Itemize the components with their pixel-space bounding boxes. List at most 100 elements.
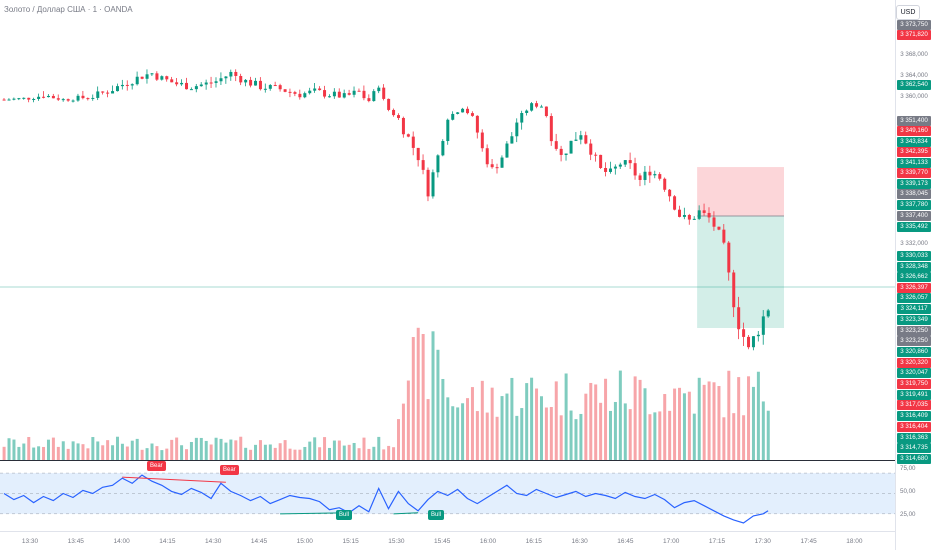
- rsi-axis-label: 50,00: [900, 488, 916, 495]
- candle-body: [426, 169, 430, 197]
- candle-body: [470, 113, 474, 116]
- candle-body: [446, 119, 450, 142]
- time-axis-label: 16:15: [525, 538, 542, 545]
- candle-body: [608, 168, 612, 172]
- candle-body: [337, 91, 341, 98]
- volume-bar: [510, 377, 514, 460]
- candle-body: [520, 112, 524, 123]
- candle-body: [530, 103, 534, 111]
- candle-body: [692, 218, 696, 220]
- candle-body: [101, 91, 105, 93]
- time-axis-label: 17:45: [800, 538, 817, 545]
- candle-body: [135, 76, 139, 85]
- volume-bar: [273, 447, 277, 460]
- volume-bar: [219, 438, 223, 460]
- volume-bar: [298, 449, 302, 460]
- time-axis-label: 16:30: [571, 538, 588, 545]
- volume-bar: [732, 413, 736, 460]
- price-tag: 3 338,045: [897, 189, 931, 199]
- candle-body: [86, 98, 90, 100]
- volume-bar: [318, 447, 322, 460]
- price-tag: 3 314,735: [897, 443, 931, 453]
- candle-body: [96, 91, 100, 98]
- volume-bar: [347, 444, 351, 460]
- candle-body: [559, 148, 563, 155]
- volume-bar: [86, 448, 90, 460]
- candle-body: [56, 98, 60, 100]
- volume-bar: [327, 447, 331, 460]
- candle-body: [51, 95, 55, 99]
- candle-body: [2, 99, 6, 101]
- candle-body: [308, 90, 312, 94]
- price-tag: 3 316,363: [897, 433, 931, 443]
- bull-signal-label[interactable]: Bull: [428, 510, 445, 520]
- volume-bar: [722, 417, 726, 460]
- candle-body: [599, 154, 603, 169]
- candle-body: [589, 143, 593, 155]
- candle-body: [115, 86, 119, 92]
- volume-bar: [170, 439, 174, 460]
- volume-bar: [579, 413, 583, 460]
- volume-bar: [91, 437, 95, 460]
- price-axis[interactable]: 3 373,750 3 371,820 3 362,540 3 351,400 3 34…: [897, 0, 932, 464]
- volume-bar: [106, 440, 110, 460]
- volume-bar: [160, 450, 164, 460]
- candle-body: [155, 73, 159, 80]
- volume-bar: [180, 445, 184, 460]
- candle-body: [76, 95, 80, 101]
- bear-signal-label[interactable]: Bear: [147, 461, 166, 471]
- volume-bar: [7, 438, 11, 460]
- candle-body: [554, 141, 558, 149]
- volume-bar: [27, 437, 31, 460]
- volume-bar: [283, 440, 287, 460]
- candle-body: [549, 116, 553, 142]
- volume-bar: [185, 449, 189, 460]
- candle-body: [145, 74, 149, 79]
- bear-signal-label[interactable]: Bear: [220, 465, 239, 475]
- volume-bar: [46, 439, 50, 460]
- volume-bar: [426, 399, 430, 460]
- candle-body: [288, 91, 292, 93]
- candle-body: [249, 79, 253, 86]
- candle-body: [421, 160, 425, 170]
- candle-body: [687, 214, 691, 220]
- volume-bar: [278, 443, 282, 460]
- candle-body: [244, 79, 248, 83]
- volume-bar: [362, 437, 366, 460]
- bull-signal-label[interactable]: Bull: [336, 510, 353, 520]
- price-tag: 3 323,250: [897, 336, 931, 346]
- candle-body: [22, 97, 26, 99]
- volume-bar: [569, 410, 573, 460]
- price-tag: 3 351,400: [897, 116, 931, 126]
- price-tag: 3 373,750: [897, 20, 931, 30]
- volume-bar: [416, 327, 420, 460]
- price-tag: 3 330,033: [897, 251, 931, 261]
- candle-body: [732, 272, 736, 308]
- volume-bar: [229, 439, 233, 460]
- candle-body: [313, 88, 317, 91]
- volume-bar: [42, 446, 46, 460]
- candle-body: [515, 122, 519, 137]
- volume-bar: [76, 443, 80, 460]
- volume-bar: [209, 444, 213, 460]
- price-tag: 3 319,750: [897, 379, 931, 389]
- price-tag: 3 349,160: [897, 126, 931, 136]
- candle-body: [214, 81, 218, 83]
- volume-bar: [268, 444, 272, 460]
- candle-body: [678, 209, 682, 217]
- time-axis-label: 17:30: [754, 538, 771, 545]
- volume-bar: [323, 437, 327, 460]
- candle-body: [209, 82, 213, 84]
- currency-button[interactable]: USD: [896, 5, 920, 20]
- volume-bar: [554, 381, 558, 460]
- candle-body: [505, 143, 509, 158]
- volume-bar: [120, 443, 124, 460]
- candle-body: [643, 171, 647, 180]
- candle-body: [490, 164, 494, 168]
- time-axis-label: 14:15: [159, 538, 176, 545]
- volume-bar: [194, 437, 198, 460]
- candle-body: [392, 109, 396, 116]
- candle-body: [613, 166, 617, 169]
